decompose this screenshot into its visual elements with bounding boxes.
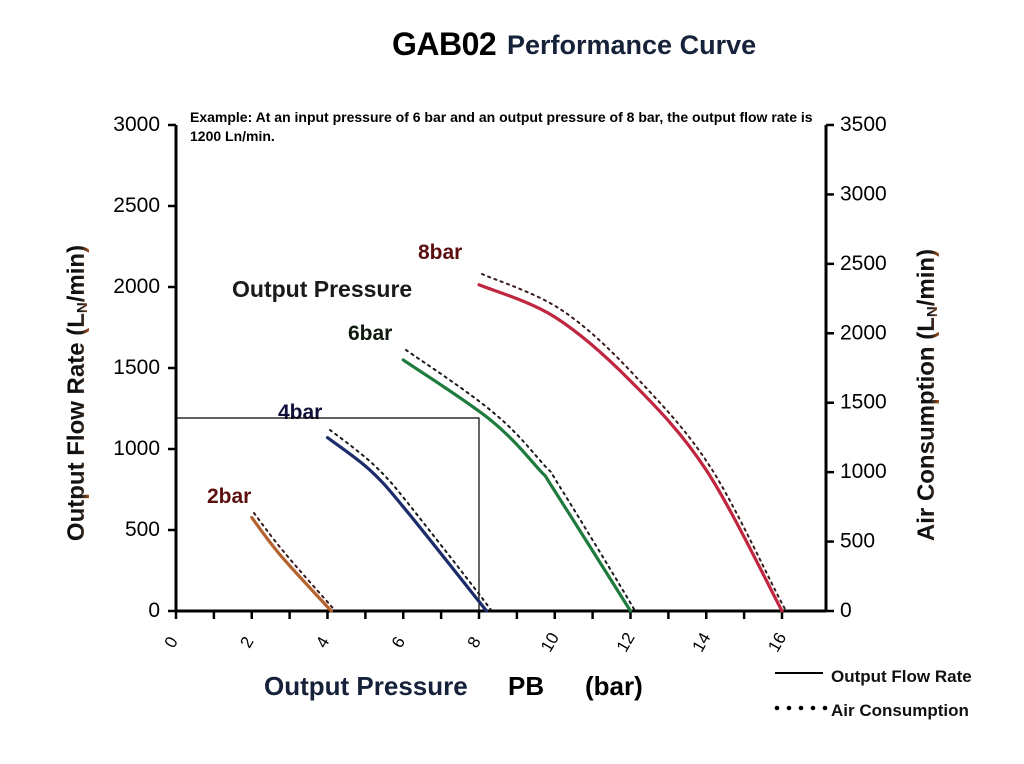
svg-text:500: 500 (125, 518, 160, 541)
svg-text:PB: PB (508, 671, 544, 701)
svg-text:3500: 3500 (840, 113, 887, 136)
svg-text:6: 6 (388, 633, 409, 651)
svg-text:14: 14 (689, 629, 715, 655)
svg-text:8: 8 (464, 633, 485, 651)
svg-text:0: 0 (840, 599, 852, 622)
svg-text:Air Consumption (LN/min): Air Consumption (LN/min) (913, 249, 941, 541)
svg-text:1000: 1000 (113, 437, 160, 460)
svg-text:2500: 2500 (840, 252, 887, 275)
svg-text:Output Pressure: Output Pressure (264, 671, 468, 701)
svg-text:0: 0 (161, 633, 182, 651)
svg-text:500: 500 (840, 530, 875, 553)
svg-text:3000: 3000 (113, 113, 160, 136)
svg-text:1500: 1500 (840, 391, 887, 414)
svg-text:2000: 2000 (840, 321, 887, 344)
svg-text:16: 16 (764, 629, 790, 655)
svg-text:GAB02: GAB02 (392, 26, 496, 62)
svg-text:3000: 3000 (840, 182, 887, 205)
svg-text:Air Consumption: Air Consumption (831, 701, 969, 720)
svg-text:12: 12 (613, 629, 639, 655)
svg-text:1200 Ln/min.: 1200 Ln/min. (190, 128, 275, 144)
svg-text:6bar: 6bar (348, 322, 392, 345)
svg-text:Example: At an input pressure: Example: At an input pressure of 6 bar a… (190, 109, 813, 125)
svg-text:Output Pressure: Output Pressure (232, 276, 412, 302)
svg-text:2500: 2500 (113, 194, 160, 217)
svg-text:4bar: 4bar (278, 401, 322, 424)
svg-text:Output Flow Rate: Output Flow Rate (831, 667, 972, 686)
svg-text:2: 2 (236, 633, 257, 651)
svg-text:0: 0 (148, 599, 160, 622)
svg-text:Output Flow Rate (LN/min): Output Flow Rate (LN/min) (63, 245, 91, 541)
svg-text:10: 10 (537, 629, 563, 655)
svg-text:1000: 1000 (840, 460, 887, 483)
svg-text:2000: 2000 (113, 275, 160, 298)
svg-text:4: 4 (312, 633, 333, 651)
svg-text:8bar: 8bar (418, 241, 462, 264)
svg-text:2bar: 2bar (207, 485, 251, 508)
svg-text:(bar): (bar) (585, 671, 643, 701)
svg-text:Performance Curve: Performance Curve (507, 30, 756, 60)
svg-text:1500: 1500 (113, 356, 160, 379)
